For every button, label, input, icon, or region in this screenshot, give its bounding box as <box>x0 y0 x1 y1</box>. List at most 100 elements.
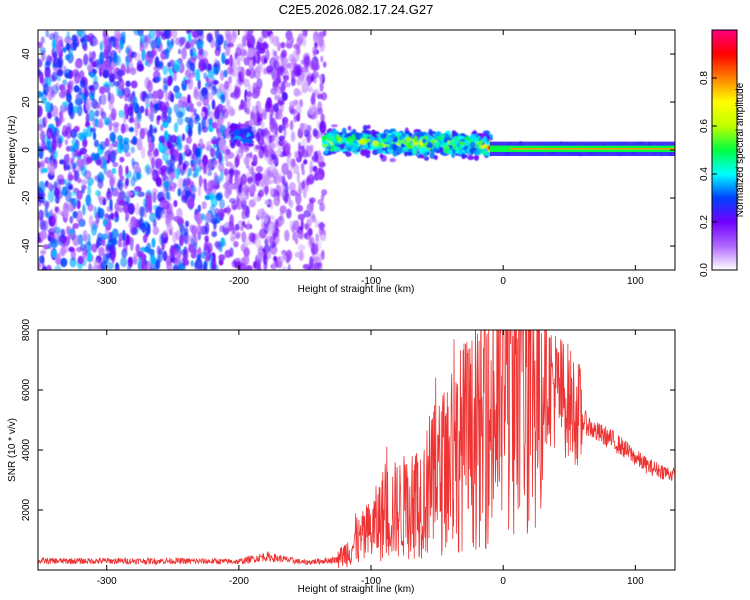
spectrogram-cell <box>300 162 305 171</box>
spectrogram-cell <box>77 236 82 246</box>
spectrogram-cell <box>397 147 402 155</box>
spectrogram-cell <box>176 137 181 144</box>
spectrogram-cell <box>380 134 386 138</box>
spectrogram-cell <box>44 66 51 79</box>
spectrogram-cell <box>180 249 188 256</box>
spectrogram-cell <box>294 150 299 159</box>
spectrogram-cell <box>279 253 287 263</box>
spectrogram-cell <box>177 177 184 190</box>
spectrogram-cell <box>286 169 293 180</box>
spectrogram-cell <box>87 183 92 197</box>
spectrogram-cell <box>117 191 125 201</box>
spectrogram-cell <box>262 254 267 265</box>
spectrogram-cell <box>132 96 138 108</box>
y-tick-label: 20 <box>21 96 32 108</box>
spectrogram-cell <box>111 187 119 197</box>
spectrogram-cell <box>312 34 318 44</box>
spectrogram-cell <box>413 135 418 143</box>
spectrogram-cell <box>188 72 196 78</box>
spectrogram-cell <box>203 163 207 175</box>
spectrogram-cell <box>94 109 100 117</box>
spectrogram-cell <box>335 143 339 147</box>
spectrogram-cell <box>100 260 107 270</box>
spectrogram-cell <box>218 138 226 151</box>
spectrogram-cell <box>238 104 242 111</box>
spectrogram-cell <box>77 132 84 140</box>
spectrogram-cell <box>92 39 99 46</box>
spectrogram-cell <box>233 129 241 136</box>
spectrogram-cell <box>100 93 107 106</box>
spectrogram-cell <box>258 48 266 54</box>
spectrogram-cell <box>57 174 65 183</box>
spectrogram-cell <box>241 199 246 206</box>
spectrogram-cell <box>320 113 325 123</box>
spectrogram-cell <box>95 211 100 224</box>
spectrogram-cell <box>206 159 213 172</box>
spectrogram-cell <box>38 145 42 158</box>
spectrogram-cell <box>278 65 285 73</box>
spectrogram-cell <box>295 192 302 205</box>
spectrogram-cell <box>141 48 146 62</box>
spectrogram-cell <box>64 138 69 146</box>
spectrogram-cell <box>176 208 183 219</box>
spectrogram-cell <box>399 135 404 141</box>
spectrogram-cell <box>111 167 117 175</box>
spectrogram-cell <box>443 147 450 154</box>
spectrogram-cell <box>247 48 255 58</box>
spectrogram-cell <box>272 260 276 270</box>
spectrogram-cell <box>111 237 118 246</box>
spectrogram-cell <box>144 246 150 253</box>
colorbar-tick-label: 0.6 <box>699 119 710 133</box>
spectrogram-cell <box>228 76 232 84</box>
spectrogram-cell <box>469 141 476 149</box>
spectrogram-cell <box>105 224 109 236</box>
spectrogram-cell <box>196 253 202 261</box>
x-tick-label: 0 <box>500 276 506 287</box>
spectrogram-cell <box>62 79 68 86</box>
spectrogram-cell <box>53 187 60 198</box>
spectrogram-cell <box>89 127 97 133</box>
spectrogram-cell <box>263 244 271 254</box>
spectrogram-cell <box>288 54 295 63</box>
spectrogram-cell <box>190 159 196 165</box>
spectrogram-cell <box>187 94 191 104</box>
spectrogram-cell <box>317 35 324 48</box>
spectrogram-cell <box>169 172 176 180</box>
spectrogram-band-core <box>509 148 675 150</box>
spectrogram-cell <box>44 156 50 164</box>
spectrogram-cell <box>303 123 309 136</box>
spectrogram-cell <box>55 35 64 46</box>
spectrogram-cell <box>317 199 324 205</box>
spectrogram-cell <box>243 57 250 66</box>
spectrogram-cell <box>187 198 195 210</box>
spectrogram-cell <box>290 108 297 115</box>
spectrogram-cell <box>165 215 171 226</box>
y-tick-label: 8000 <box>21 318 32 341</box>
spectrogram-cell <box>219 70 225 81</box>
spectrogram-cell <box>352 140 358 145</box>
spectrogram-cell <box>333 146 338 153</box>
spectrogram-cell <box>133 52 142 62</box>
spectrogram-cell <box>162 145 168 152</box>
spectrogram-cell <box>165 191 171 200</box>
spectrogram-cell <box>309 144 314 153</box>
spectrogram-cell <box>52 52 58 60</box>
spectrogram-cell <box>38 198 42 207</box>
spectrogram-cell <box>245 108 251 115</box>
x-tick-label: -100 <box>361 576 381 587</box>
spectrogram-cell <box>64 72 71 79</box>
spectrogram-cell <box>156 245 161 256</box>
spectrogram-cell <box>63 209 69 219</box>
spectrogram-cell <box>480 150 489 156</box>
spectrogram-cell <box>98 246 105 257</box>
spectrogram-cell <box>268 104 275 113</box>
spectrogram-cell <box>165 48 170 60</box>
spectrogram-cell <box>281 91 288 102</box>
spectrogram-cell <box>264 148 270 158</box>
spectrogram-cell <box>225 33 232 43</box>
spectrogram-cell <box>111 228 119 239</box>
spectrogram-cell <box>118 164 123 178</box>
spectrogram-cell <box>257 63 263 73</box>
spectrogram-cell <box>220 169 224 182</box>
spectrogram-cell <box>182 163 187 171</box>
